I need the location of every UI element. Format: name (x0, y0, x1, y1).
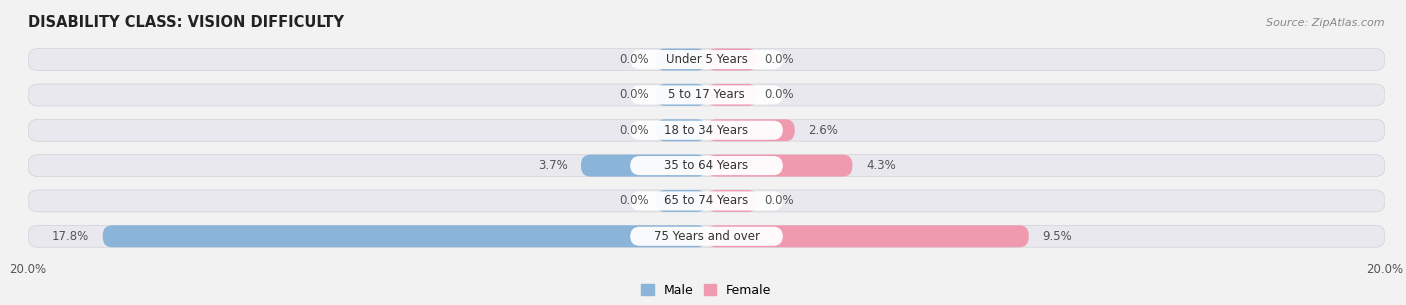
FancyBboxPatch shape (630, 192, 783, 210)
FancyBboxPatch shape (707, 155, 852, 177)
Text: 0.0%: 0.0% (619, 194, 648, 207)
FancyBboxPatch shape (103, 225, 707, 247)
FancyBboxPatch shape (630, 85, 783, 104)
Text: 0.0%: 0.0% (619, 124, 648, 137)
FancyBboxPatch shape (655, 190, 707, 212)
FancyBboxPatch shape (655, 48, 707, 70)
FancyBboxPatch shape (28, 225, 1385, 247)
Text: 65 to 74 Years: 65 to 74 Years (665, 194, 748, 207)
FancyBboxPatch shape (28, 119, 1385, 141)
Text: 0.0%: 0.0% (765, 194, 794, 207)
Text: Under 5 Years: Under 5 Years (665, 53, 748, 66)
FancyBboxPatch shape (28, 190, 1385, 212)
FancyBboxPatch shape (28, 155, 1385, 177)
FancyBboxPatch shape (655, 119, 707, 141)
FancyBboxPatch shape (630, 156, 783, 175)
FancyBboxPatch shape (630, 121, 783, 140)
Text: DISABILITY CLASS: VISION DIFFICULTY: DISABILITY CLASS: VISION DIFFICULTY (28, 15, 344, 30)
FancyBboxPatch shape (581, 155, 707, 177)
Text: 0.0%: 0.0% (619, 53, 648, 66)
Text: Source: ZipAtlas.com: Source: ZipAtlas.com (1267, 18, 1385, 28)
Text: 2.6%: 2.6% (808, 124, 838, 137)
Text: 35 to 64 Years: 35 to 64 Years (665, 159, 748, 172)
Text: 4.3%: 4.3% (866, 159, 896, 172)
Text: 3.7%: 3.7% (537, 159, 568, 172)
Text: 0.0%: 0.0% (765, 88, 794, 102)
Text: 0.0%: 0.0% (619, 88, 648, 102)
FancyBboxPatch shape (707, 119, 794, 141)
Text: 18 to 34 Years: 18 to 34 Years (665, 124, 748, 137)
Text: 17.8%: 17.8% (52, 230, 89, 243)
FancyBboxPatch shape (655, 84, 707, 106)
FancyBboxPatch shape (630, 227, 783, 246)
Text: 5 to 17 Years: 5 to 17 Years (668, 88, 745, 102)
Text: 0.0%: 0.0% (765, 53, 794, 66)
FancyBboxPatch shape (707, 48, 758, 70)
Legend: Male, Female: Male, Female (637, 279, 776, 302)
FancyBboxPatch shape (630, 50, 783, 69)
FancyBboxPatch shape (707, 225, 1029, 247)
FancyBboxPatch shape (707, 190, 758, 212)
FancyBboxPatch shape (28, 84, 1385, 106)
FancyBboxPatch shape (707, 84, 758, 106)
FancyBboxPatch shape (28, 48, 1385, 70)
Text: 9.5%: 9.5% (1042, 230, 1071, 243)
Text: 75 Years and over: 75 Years and over (654, 230, 759, 243)
